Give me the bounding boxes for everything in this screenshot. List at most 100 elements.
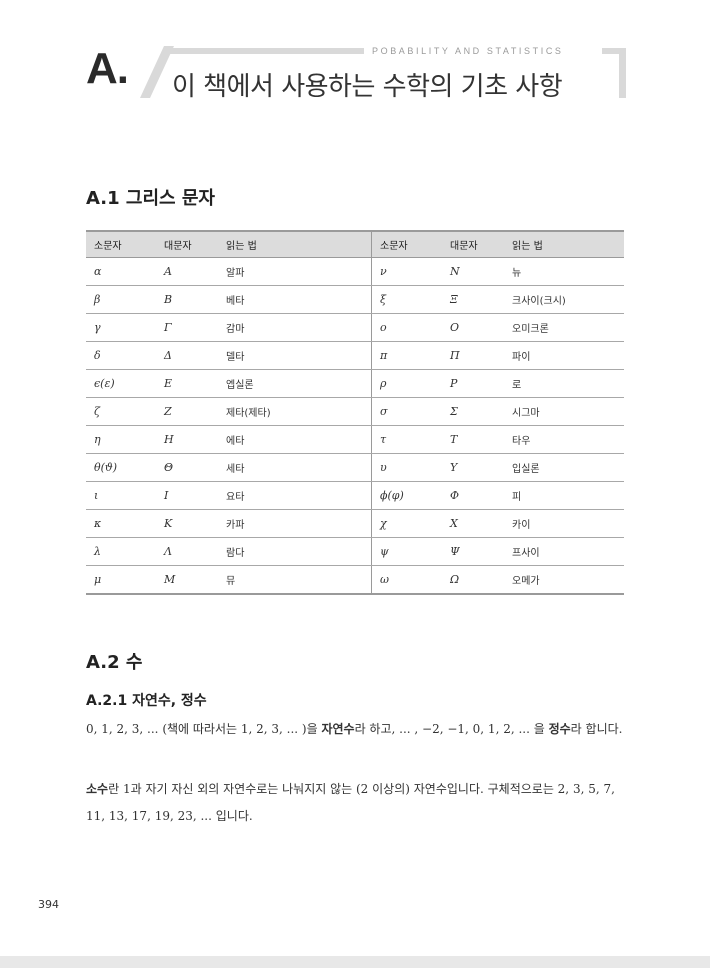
table-row: α A 알파 ν N 뉴 xyxy=(86,257,624,286)
chapter-title: 이 책에서 사용하는 수학의 기초 사항 xyxy=(172,72,563,102)
pronunciation-cell: 제타(제타) xyxy=(218,397,372,426)
pronunciation-cell: 뉴 xyxy=(504,257,624,286)
pronunciation-cell: 크사이(크시) xyxy=(504,285,624,314)
uppercase-cell: Υ xyxy=(442,453,504,482)
section-a1-title: A.1 그리스 문자 xyxy=(86,188,215,209)
paragraph-primes: 소수란 1과 자기 자신 외의 자연수로는 나눠지지 않는 (2 이상의) 자연… xyxy=(86,776,626,830)
pronunciation-cell: 델타 xyxy=(218,341,372,370)
pronunciation-cell: 카파 xyxy=(218,509,372,538)
lowercase-cell: ρ xyxy=(371,369,442,398)
lowercase-cell: θ(ϑ) xyxy=(86,453,156,482)
table-row: δ Δ 델타 π Π 파이 xyxy=(86,341,624,370)
pronunciation-cell: 뮤 xyxy=(218,565,372,595)
uppercase-cell: N xyxy=(442,257,504,286)
pronunciation-cell: 타우 xyxy=(504,425,624,454)
header-uppercase: 대문자 xyxy=(156,230,218,258)
table-row: ζ Z 제타(제타) σ Σ 시그마 xyxy=(86,397,624,426)
section-a2-title: A.2 수 xyxy=(86,652,143,673)
lowercase-cell: ξ xyxy=(371,285,442,314)
uppercase-cell: Δ xyxy=(156,341,218,370)
uppercase-cell: K xyxy=(156,509,218,538)
uppercase-cell: A xyxy=(156,257,218,286)
pronunciation-cell: 피 xyxy=(504,481,624,510)
pronunciation-cell: 입실론 xyxy=(504,453,624,482)
header-lowercase: 소문자 xyxy=(86,230,156,258)
table-row: β B 베타 ξ Ξ 크사이(크시) xyxy=(86,285,624,314)
pronunciation-cell: 요타 xyxy=(218,481,372,510)
lowercase-cell: ϵ(ε) xyxy=(86,369,156,398)
uppercase-cell: Z xyxy=(156,397,218,426)
uppercase-cell: T xyxy=(442,425,504,454)
lowercase-cell: ζ xyxy=(86,397,156,426)
lowercase-cell: ν xyxy=(371,257,442,286)
header-pronunciation: 읽는 법 xyxy=(218,230,372,258)
pronunciation-cell: 감마 xyxy=(218,313,372,342)
chapter-slash-decoration xyxy=(140,46,174,98)
uppercase-cell: Σ xyxy=(442,397,504,426)
pronunciation-cell: 시그마 xyxy=(504,397,624,426)
table-row: ι I 요타 ϕ(φ) Φ 피 xyxy=(86,481,624,510)
pronunciation-cell: 파이 xyxy=(504,341,624,370)
uppercase-cell: X xyxy=(442,509,504,538)
lowercase-cell: μ xyxy=(86,565,156,595)
header-uppercase: 대문자 xyxy=(442,230,504,258)
page-number: 394 xyxy=(38,898,59,911)
uppercase-cell: P xyxy=(442,369,504,398)
lowercase-cell: ϕ(φ) xyxy=(371,481,442,510)
pronunciation-cell: 오미크론 xyxy=(504,313,624,342)
uppercase-cell: Λ xyxy=(156,537,218,566)
uppercase-cell: Ψ xyxy=(442,537,504,566)
uppercase-cell: Π xyxy=(442,341,504,370)
table-row: θ(ϑ) Θ 세타 υ Υ 입실론 xyxy=(86,453,624,482)
term-integer: 정수 xyxy=(548,722,571,736)
pronunciation-cell: 카이 xyxy=(504,509,624,538)
uppercase-cell: I xyxy=(156,481,218,510)
table-row: λ Λ 람다 ψ Ψ 프사이 xyxy=(86,537,624,566)
uppercase-cell: Ξ xyxy=(442,285,504,314)
table-row: ϵ(ε) E 엡실론 ρ P 로 xyxy=(86,369,624,398)
lowercase-cell: α xyxy=(86,257,156,286)
header-rule-stem xyxy=(619,48,626,98)
uppercase-cell: M xyxy=(156,565,218,595)
lowercase-cell: ψ xyxy=(371,537,442,566)
header-lowercase: 소문자 xyxy=(371,230,442,258)
lowercase-cell: δ xyxy=(86,341,156,370)
lowercase-cell: σ xyxy=(371,397,442,426)
section-a21-title: A.2.1 자연수, 정수 xyxy=(86,693,207,709)
greek-letters-table: 소문자 대문자 읽는 법 소문자 대문자 읽는 법 α A 알파 ν N 뉴 β B 베타 ξ Ξ 크… xyxy=(86,230,624,595)
pronunciation-cell: 알파 xyxy=(218,257,372,286)
lowercase-cell: η xyxy=(86,425,156,454)
pronunciation-cell: 로 xyxy=(504,369,624,398)
term-natural-number: 자연수 xyxy=(321,722,355,736)
lowercase-cell: χ xyxy=(371,509,442,538)
lowercase-cell: λ xyxy=(86,537,156,566)
uppercase-cell: B xyxy=(156,285,218,314)
text-run: 라 합니다. xyxy=(570,722,623,736)
chapter-subtitle: POBABILITY AND STATISTICS xyxy=(372,46,564,56)
table-row: κ K 카파 χ X 카이 xyxy=(86,509,624,538)
lowercase-cell: κ xyxy=(86,509,156,538)
lowercase-cell: υ xyxy=(371,453,442,482)
lowercase-cell: ι xyxy=(86,481,156,510)
uppercase-cell: E xyxy=(156,369,218,398)
uppercase-cell: Φ xyxy=(442,481,504,510)
chapter-letter: A. xyxy=(86,44,129,93)
pronunciation-cell: 오메가 xyxy=(504,565,624,595)
header-rule-left xyxy=(168,48,364,54)
lowercase-cell: π xyxy=(371,341,442,370)
pronunciation-cell: 세타 xyxy=(218,453,372,482)
header-rule-right xyxy=(602,48,626,54)
term-prime: 소수 xyxy=(86,782,109,796)
text-run: 라 하고, ... , −2, −1, 0, 1, 2, ... 을 xyxy=(354,722,549,736)
table-row: γ Γ 감마 o O 오미크론 xyxy=(86,313,624,342)
uppercase-cell: Θ xyxy=(156,453,218,482)
lowercase-cell: o xyxy=(371,313,442,342)
uppercase-cell: Ω xyxy=(442,565,504,595)
pronunciation-cell: 베타 xyxy=(218,285,372,314)
paragraph-integers: 0, 1, 2, 3, ... (책에 따라서는 1, 2, 3, ... )을… xyxy=(86,716,626,743)
lowercase-cell: β xyxy=(86,285,156,314)
lowercase-cell: τ xyxy=(371,425,442,454)
pronunciation-cell: 람다 xyxy=(218,537,372,566)
pronunciation-cell: 엡실론 xyxy=(218,369,372,398)
header-pronunciation: 읽는 법 xyxy=(504,230,624,258)
